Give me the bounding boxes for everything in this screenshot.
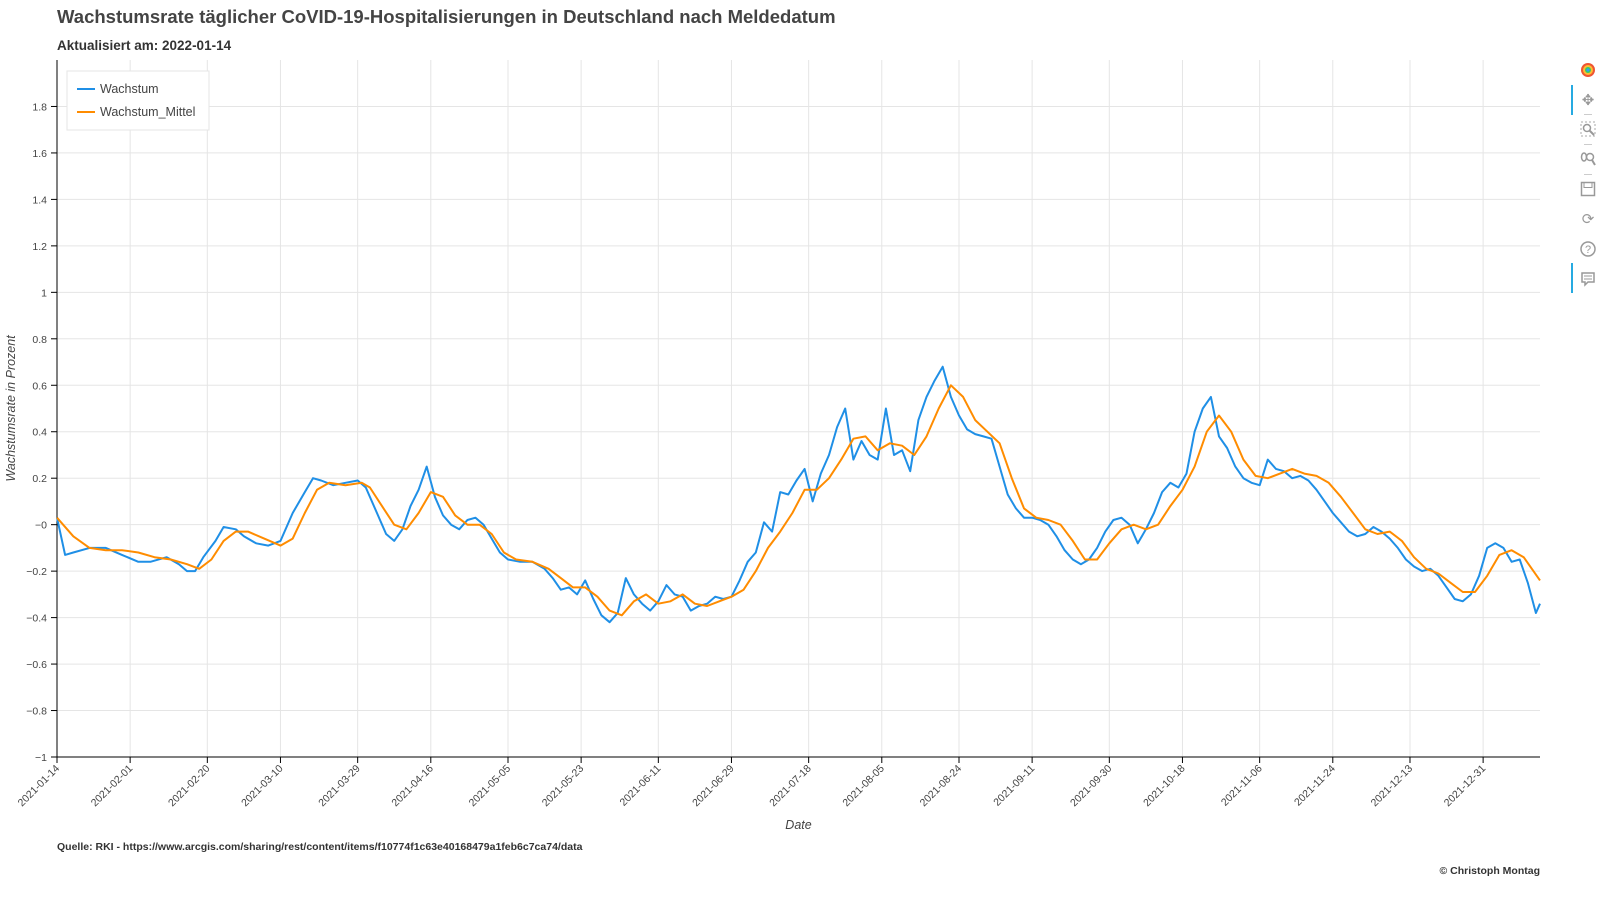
x-tick-label: 2021-01-14 bbox=[16, 763, 63, 810]
x-tick-label: 2021-06-29 bbox=[690, 763, 737, 810]
toolbar-separator bbox=[1584, 114, 1592, 115]
pan-active-indicator bbox=[1571, 85, 1573, 115]
y-tick-label: −0.2 bbox=[26, 566, 47, 578]
y-tick-label: 1.4 bbox=[32, 194, 47, 206]
y-tick-label: 1 bbox=[41, 287, 47, 299]
x-tick-label: 2021-02-01 bbox=[89, 763, 136, 810]
y-tick-label: 1.6 bbox=[32, 148, 47, 160]
y-tick-label: 0.2 bbox=[32, 473, 47, 485]
x-tick-label: 2021-04-16 bbox=[389, 763, 436, 810]
x-tick-label: 2021-07-18 bbox=[767, 763, 814, 810]
y-tick-label: 0.8 bbox=[32, 334, 47, 346]
box-zoom-icon[interactable] bbox=[1578, 119, 1598, 139]
chart-title: Wachstumsrate täglicher CoVID-19-Hospita… bbox=[57, 6, 836, 27]
chart-subtitle: Aktualisiert am: 2022-01-14 bbox=[57, 38, 232, 53]
wheel-zoom-icon[interactable] bbox=[1578, 149, 1598, 169]
legend-label: Wachstum_Mittel bbox=[100, 105, 195, 119]
save-icon[interactable] bbox=[1578, 179, 1598, 199]
toolbar-separator bbox=[1584, 174, 1592, 175]
legend-box bbox=[66, 70, 210, 131]
reset-icon[interactable]: ⟳ bbox=[1581, 211, 1595, 228]
x-tick-label: 2021-12-13 bbox=[1369, 763, 1416, 810]
x-tick-label: 2021-10-18 bbox=[1141, 763, 1188, 810]
x-tick-label: 2021-03-29 bbox=[316, 763, 363, 810]
y-tick-label: −0.8 bbox=[26, 706, 47, 718]
legend-label: Wachstum bbox=[100, 82, 159, 96]
svg-text:?: ? bbox=[1585, 244, 1591, 256]
x-tick-label: 2021-09-11 bbox=[991, 763, 1037, 809]
series-line-1[interactable] bbox=[56, 365, 1541, 624]
y-tick-label: 0.4 bbox=[32, 427, 47, 439]
y-axis-label: Wachstumsrate in Prozent bbox=[4, 335, 18, 482]
x-tick-label: 2021-03-10 bbox=[239, 763, 286, 810]
toolbar-separator bbox=[1584, 144, 1592, 145]
pan-icon[interactable]: ✥ bbox=[1581, 92, 1595, 109]
source-note: Quelle: RKI - https://www.arcgis.com/sha… bbox=[57, 841, 583, 853]
x-tick-label: 2021-11-24 bbox=[1292, 763, 1338, 809]
y-tick-label: −1 bbox=[35, 752, 47, 764]
credit-note: © Christoph Montag bbox=[1439, 865, 1540, 877]
bokeh-logo-icon[interactable] bbox=[1578, 60, 1598, 80]
x-tick-label: 2021-06-11 bbox=[618, 763, 664, 809]
x-tick-label: 2021-11-06 bbox=[1219, 763, 1265, 809]
x-tick-label: 2021-05-23 bbox=[540, 763, 587, 810]
x-tick-label: 2021-08-24 bbox=[918, 763, 965, 810]
x-tick-label: 2021-12-31 bbox=[1442, 763, 1489, 810]
chart-toolbar: ✥ ⟳ ? bbox=[1568, 58, 1600, 358]
x-tick-label: 2021-02-20 bbox=[166, 763, 213, 810]
y-tick-label: −0 bbox=[35, 520, 47, 532]
help-icon[interactable]: ? bbox=[1578, 239, 1598, 259]
y-tick-label: −0.4 bbox=[26, 613, 47, 625]
series-line-2[interactable] bbox=[56, 384, 1541, 617]
hover-icon[interactable] bbox=[1578, 269, 1598, 289]
x-axis-label: Date bbox=[785, 818, 811, 832]
x-tick-label: 2021-08-05 bbox=[840, 763, 887, 810]
x-tick-label: 2021-05-05 bbox=[467, 763, 514, 810]
y-tick-label: 1.8 bbox=[32, 101, 47, 113]
y-tick-label: 1.2 bbox=[32, 241, 47, 253]
y-tick-label: −0.6 bbox=[26, 659, 47, 671]
x-tick-label: 2021-09-30 bbox=[1068, 763, 1115, 810]
hover-active-indicator bbox=[1571, 263, 1573, 293]
y-tick-label: 0.6 bbox=[32, 380, 47, 392]
